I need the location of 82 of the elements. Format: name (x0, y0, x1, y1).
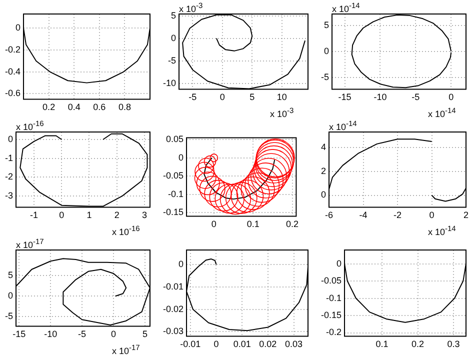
x-tick-label: 0.8 (118, 102, 131, 112)
y-tick-label: -0.1 (168, 188, 184, 199)
y-tick-label: -0.01 (163, 281, 184, 292)
x-axis-title: x 10$^{-3}$ (270, 105, 294, 120)
x-tick-label: 2 (463, 210, 469, 220)
y-tick-label: -0.4 (4, 66, 21, 76)
x-axis-title: x 10$^{-14}$ (428, 105, 456, 120)
x-tick-label: 0.3 (447, 339, 460, 350)
x-tick-label: 0 (448, 92, 454, 102)
x-tick-label: 0.02 (259, 339, 277, 350)
x-tick-label: 0.2 (412, 339, 424, 350)
y-tick-label: -0.15 (163, 207, 184, 218)
x-tick-label: 0.1 (246, 219, 260, 230)
y-tick-label: 0 (15, 22, 21, 33)
x-tick-label: 0 (220, 92, 225, 102)
y-tick-label: -2 (4, 172, 13, 182)
x-tick-label: -6 (325, 210, 334, 220)
y-axis-title: x 10$^{-16}$ (16, 118, 44, 133)
y-tick-label: -0.05 (321, 276, 342, 286)
y-tick-label: -1 (4, 152, 13, 163)
x-tick-label: 0 (111, 329, 116, 340)
y-tick-label: -5 (320, 72, 329, 82)
y-tick-label: -0.02 (163, 304, 184, 314)
y-tick-label: -3 (4, 190, 13, 200)
y-tick-label: -0.6 (4, 88, 21, 98)
y-tick-label: -0.1 (326, 292, 342, 303)
x-tick-label: -15 (338, 92, 352, 102)
y-tick-label: -0.15 (321, 310, 342, 320)
y-tick-label: 5 (324, 20, 329, 30)
x-tick-label: -10 (44, 329, 58, 340)
y-tick-label: -0.05 (163, 170, 184, 181)
y-tick-label: 0 (8, 290, 13, 301)
y-tick-label: 0 (8, 134, 13, 144)
y-tick-label: -0.2 (4, 44, 21, 55)
y-tick-label: -0.03 (163, 326, 184, 336)
x-tick-label: 0 (214, 339, 219, 350)
y-tick-label: 0 (178, 152, 184, 162)
x-tick-label: -1 (30, 210, 38, 220)
y-tick-label: 0.05 (166, 134, 184, 144)
x-tick-label: 10 (276, 92, 287, 102)
x-tick-label: 0 (211, 219, 216, 230)
x-tick-label: -5 (412, 92, 420, 102)
y-tick-label: 4 (320, 142, 326, 152)
x-tick-label: 0.03 (285, 339, 303, 350)
y-tick-label: 5 (170, 10, 176, 20)
y-axis-title: x 10$^{-14}$ (329, 118, 357, 133)
x-tick-label: -4 (359, 210, 368, 220)
x-axis-title: x 10$^{-14}$ (428, 223, 456, 238)
x-tick-label: 3 (142, 210, 147, 220)
x-tick-label: 0.1 (376, 339, 388, 350)
y-tick-label: -5 (4, 311, 13, 322)
x-tick-label: 0.01 (233, 339, 251, 350)
y-tick-label: -5 (168, 55, 176, 66)
x-tick-label: 2 (114, 210, 120, 220)
y-tick-label: -10 (162, 78, 176, 88)
y-axis-title: x 10$^{-17}$ (16, 236, 44, 251)
y-tick-label: -0.2 (326, 327, 342, 338)
x-tick-label: 0.4 (68, 102, 80, 112)
y-tick-label: 0 (324, 46, 329, 56)
x-tick-label: -15 (12, 329, 26, 340)
x-tick-label: 1 (86, 210, 92, 220)
y-tick-label: 2 (320, 166, 326, 176)
y-tick-label: 0 (170, 32, 176, 43)
x-tick-label: -2 (393, 210, 402, 220)
x-tick-label: 0.6 (93, 102, 106, 112)
x-tick-label: -5 (78, 329, 86, 340)
x-axis-title: x 10$^{-17}$ (112, 342, 140, 355)
y-axis-title: x 10$^{-3}$ (179, 0, 203, 15)
x-tick-label: 0.2 (286, 219, 299, 230)
x-tick-label: -5 (188, 92, 197, 102)
x-tick-label: 0 (59, 210, 64, 220)
y-tick-label: 0 (336, 258, 342, 268)
x-tick-label: -10 (374, 92, 387, 102)
y-tick-label: 0 (178, 259, 184, 270)
y-tick-label: 0 (320, 190, 326, 200)
y-tick-label: 5 (8, 270, 13, 280)
x-axis-title: x 10$^{-16}$ (112, 223, 140, 238)
y-axis-title: x 10$^{-14}$ (332, 0, 360, 15)
x-tick-label: 5 (142, 329, 148, 340)
x-tick-label: 0.2 (42, 102, 56, 112)
x-tick-label: 5 (250, 92, 255, 102)
x-tick-label: 0 (429, 210, 434, 220)
